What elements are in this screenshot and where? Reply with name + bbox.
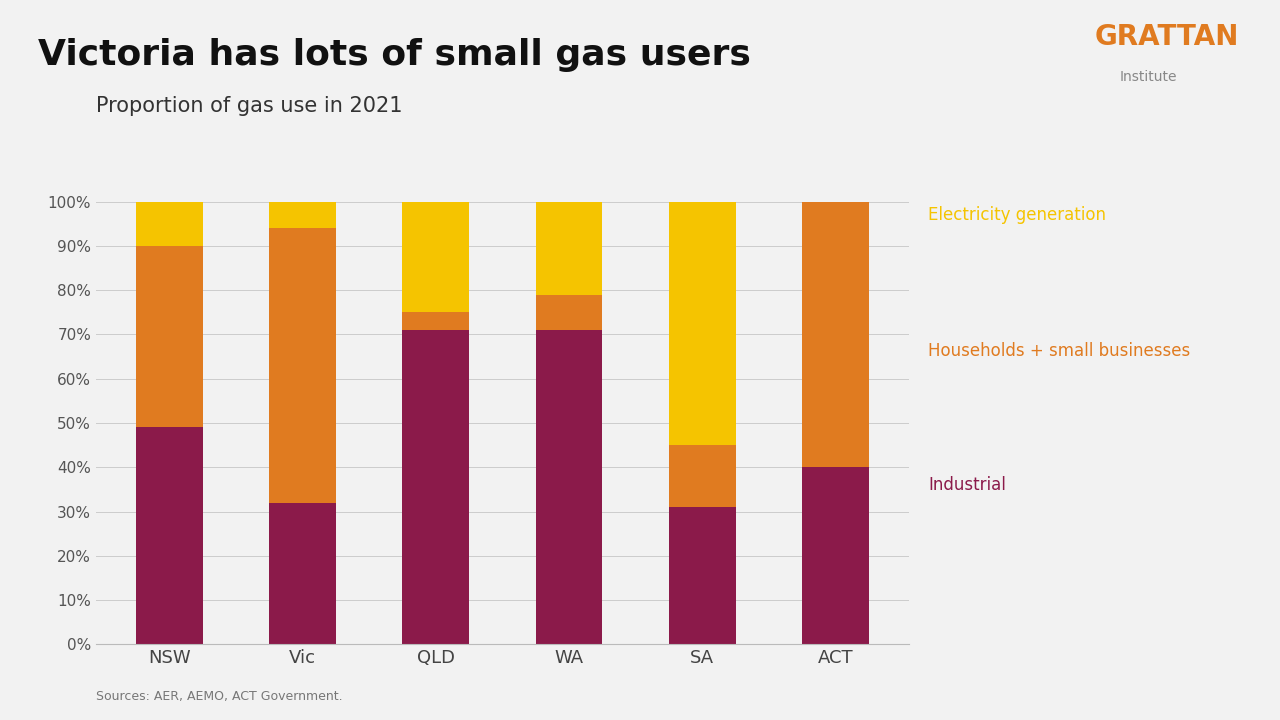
Bar <box>536 330 603 644</box>
Bar <box>669 507 736 644</box>
Text: Electricity generation: Electricity generation <box>928 206 1106 224</box>
Text: Proportion of gas use in 2021: Proportion of gas use in 2021 <box>96 96 402 116</box>
Text: Victoria has lots of small gas users: Victoria has lots of small gas users <box>38 38 751 73</box>
Text: Institute: Institute <box>1120 70 1178 84</box>
Bar <box>536 202 603 294</box>
Bar <box>269 202 335 228</box>
Bar <box>402 202 468 312</box>
Text: Households + small businesses: Households + small businesses <box>928 343 1190 361</box>
Bar <box>136 246 202 428</box>
Bar <box>136 202 202 246</box>
Bar <box>269 228 335 503</box>
Bar <box>669 445 736 507</box>
Bar <box>803 202 869 467</box>
Bar <box>136 428 202 644</box>
Bar <box>269 503 335 644</box>
Bar <box>803 467 869 644</box>
Text: Sources: AER, AEMO, ACT Government.: Sources: AER, AEMO, ACT Government. <box>96 690 343 703</box>
Text: GRATTAN: GRATTAN <box>1094 23 1239 51</box>
Bar <box>402 312 468 330</box>
Bar <box>536 294 603 330</box>
Text: Industrial: Industrial <box>928 476 1006 494</box>
Bar <box>669 202 736 445</box>
Bar <box>402 330 468 644</box>
